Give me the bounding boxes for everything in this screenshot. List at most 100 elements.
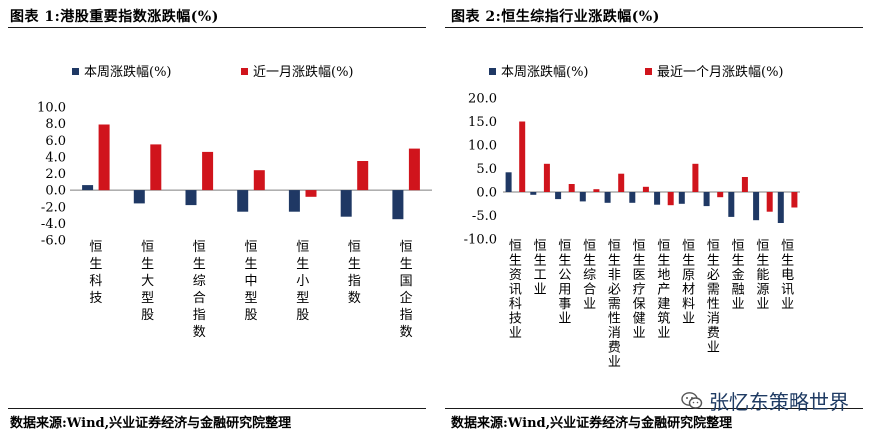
y-tick-label: 6.0 <box>45 134 66 149</box>
y-tick-label: -10.0 <box>464 233 497 248</box>
category-char: 恒 <box>348 240 361 255</box>
bar <box>98 124 110 191</box>
category-char: 恒 <box>583 239 596 254</box>
right-chart-title: 图表 2:恒生综指行业涨跌幅(%) <box>451 9 660 25</box>
bar <box>505 172 512 192</box>
y-tick-label: -6.0 <box>41 234 66 249</box>
bar <box>392 190 404 220</box>
category-label: 恒生大型股 <box>141 240 154 323</box>
category-char: 型 <box>296 291 309 306</box>
y-tick-label: 8.0 <box>45 117 66 132</box>
category-char: 恒 <box>296 240 309 255</box>
category-char: 业 <box>756 297 769 312</box>
category-char: 恒 <box>732 239 745 254</box>
category-label: 恒生综合指数 <box>193 240 206 340</box>
category-char: 生 <box>583 254 596 269</box>
left-source-note: 数据来源:Wind,兴业证券经济与金融研究院整理 <box>10 416 292 431</box>
category-char: 筑 <box>657 311 670 327</box>
bar <box>766 192 773 212</box>
category-char: 融 <box>732 283 745 298</box>
category-char: 中 <box>244 274 257 289</box>
bar <box>288 190 300 212</box>
category-char: 数 <box>348 291 361 306</box>
y-tick-label: 2.0 <box>45 167 66 182</box>
category-char: 业 <box>781 297 794 312</box>
y-tick-label: -2.0 <box>41 200 66 215</box>
category-label: 恒生原材料业 <box>682 239 695 327</box>
category-char: 业 <box>608 355 621 370</box>
y-tick-label: 15.0 <box>468 115 497 130</box>
bar <box>340 190 352 217</box>
category-char: 讯 <box>781 283 794 298</box>
bar <box>202 151 214 191</box>
category-char: 健 <box>633 312 646 327</box>
category-char: 材 <box>682 283 695 298</box>
category-char: 科 <box>89 274 102 289</box>
watermark: 张忆东策略世界 <box>681 386 849 415</box>
category-char: 事 <box>558 297 571 312</box>
left-chart-title: 图表 1:港股重要指数涨跌幅(%) <box>10 9 219 25</box>
category-char: 恒 <box>756 239 769 254</box>
category-char: 需 <box>608 297 621 312</box>
category-char: 恒 <box>141 240 154 255</box>
category-char: 型 <box>244 291 257 306</box>
y-tick-label: 20.0 <box>468 92 497 107</box>
category-char: 必 <box>608 283 621 298</box>
category-char: 金 <box>732 267 745 283</box>
category-label: 恒生地产建筑业 <box>657 239 670 341</box>
y-tick-label: 5.0 <box>476 162 497 177</box>
bar <box>237 190 249 212</box>
category-char: 恒 <box>608 239 621 254</box>
category-char: 保 <box>633 297 646 312</box>
category-char: 恒 <box>534 239 547 254</box>
category-char: 生 <box>682 254 695 269</box>
category-char: 必 <box>707 268 720 283</box>
y-tick-label: 10.0 <box>37 101 66 116</box>
category-label: 恒生必需性消费业 <box>707 239 720 356</box>
category-label: 恒生综合业 <box>583 239 596 312</box>
category-char: 医 <box>633 268 646 283</box>
wechat-icon <box>681 391 703 409</box>
category-label: 恒生科技 <box>89 240 102 306</box>
category-label: 恒生国企指数 <box>400 240 413 340</box>
bar <box>82 185 94 191</box>
bar <box>642 186 649 192</box>
category-char: 生 <box>558 254 571 269</box>
left-footer-rule <box>8 408 426 409</box>
category-label: 恒生电讯业 <box>781 239 794 312</box>
category-char: 恒 <box>509 239 522 254</box>
category-char: 恒 <box>657 239 670 254</box>
category-char: 股 <box>141 308 154 323</box>
category-char: 生 <box>89 257 102 272</box>
category-char: 原 <box>682 268 695 283</box>
bar <box>543 163 550 192</box>
legend-label: 近一月涨跌幅(%) <box>253 64 354 80</box>
legend-label: 本周涨跌幅(%) <box>84 64 172 80</box>
legend-swatch <box>72 68 79 75</box>
category-label: 恒生小型股 <box>296 240 309 323</box>
legend-swatch <box>241 68 248 75</box>
category-char: 恒 <box>400 240 413 255</box>
category-char: 恒 <box>558 239 571 254</box>
category-char: 生 <box>608 254 621 269</box>
category-char: 合 <box>583 283 596 298</box>
bar <box>555 192 562 200</box>
bar <box>519 121 526 192</box>
category-char: 股 <box>296 308 309 323</box>
legend-swatch <box>489 68 496 75</box>
category-char: 工 <box>534 268 547 283</box>
category-char: 恒 <box>244 240 257 255</box>
category-char: 性 <box>608 312 621 327</box>
bar <box>357 161 369 191</box>
bar <box>185 190 197 206</box>
category-char: 业 <box>682 312 695 327</box>
category-char: 生 <box>707 254 720 269</box>
bar <box>133 190 145 204</box>
category-char: 源 <box>756 283 769 298</box>
category-label: 恒生工业 <box>534 239 547 298</box>
category-char: 指 <box>348 274 361 289</box>
category-char: 产 <box>657 283 670 298</box>
y-tick-label: 10.0 <box>468 139 497 154</box>
category-label: 恒生中型股 <box>244 240 257 323</box>
